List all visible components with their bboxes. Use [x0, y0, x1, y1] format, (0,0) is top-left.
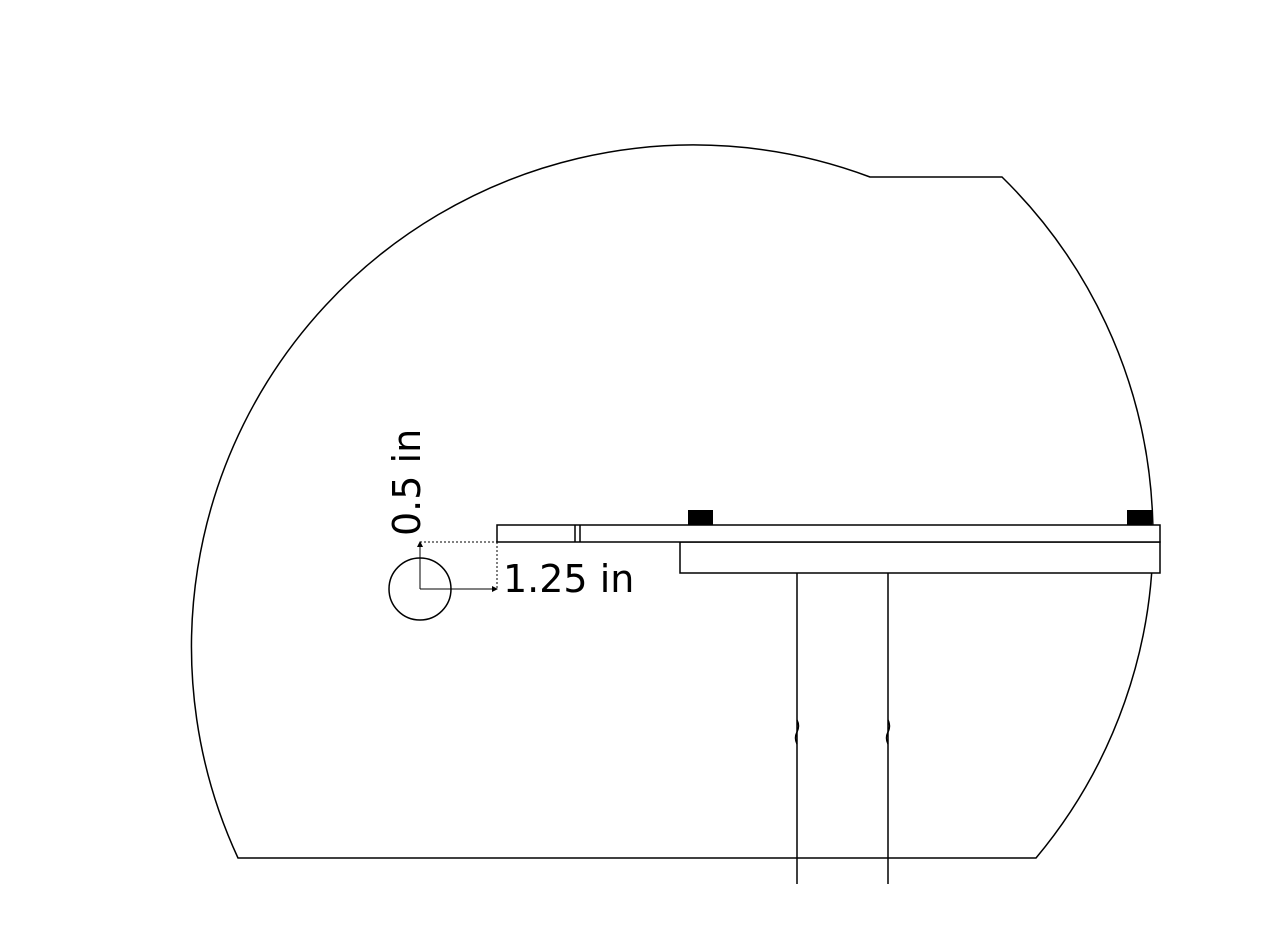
dimension-label-horizontal: 1.25 in: [503, 557, 634, 601]
mounting-block: [679, 541, 1161, 574]
shaft-break-left: [794, 719, 800, 745]
clamp-block-left: [688, 510, 713, 525]
upper-plate: [496, 524, 1161, 543]
shaft-break-right: [885, 719, 891, 745]
housing-outline: [190, 144, 1154, 859]
dimension-label-vertical: 0.5 in: [385, 429, 429, 536]
clamp-block-right: [1127, 510, 1152, 525]
